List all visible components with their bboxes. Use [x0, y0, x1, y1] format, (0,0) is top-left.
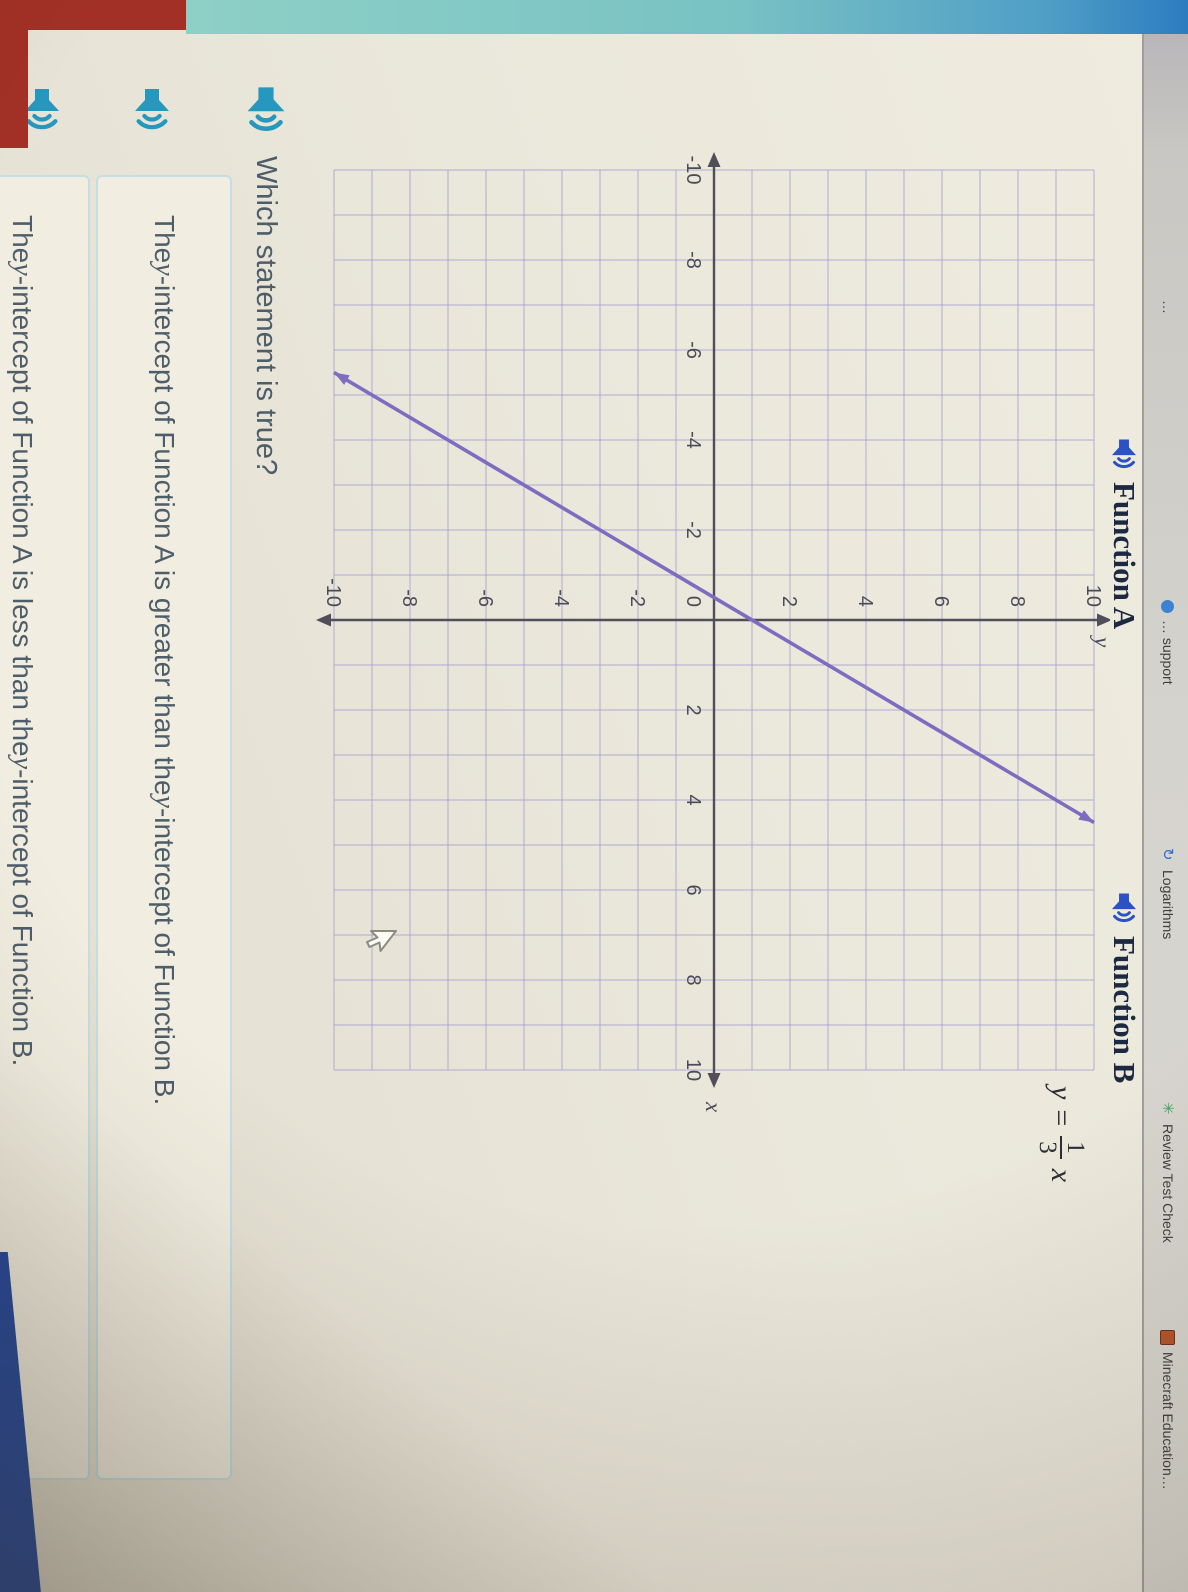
- x-tick-label: 6: [682, 884, 704, 895]
- x-axis-arrow-right: [707, 1073, 721, 1088]
- origin-label: 0: [682, 596, 704, 607]
- equation-lhs: y: [1044, 1086, 1078, 1100]
- x-tick-label: -8: [682, 251, 704, 269]
- bookmark-favicon-sparkle: ✳: [1159, 1102, 1177, 1115]
- y-axis-arrow-bottom: [316, 613, 331, 627]
- equation-equals: =: [1044, 1109, 1078, 1127]
- speaker-icon-function-b[interactable]: [1107, 890, 1141, 924]
- bookmark-label: … support: [1160, 620, 1176, 685]
- fraction-numerator: 1: [1059, 1136, 1089, 1159]
- y-tick-label: 6: [930, 596, 952, 607]
- bookmark-favicon-square: [1160, 1330, 1176, 1345]
- function-a-line: [333, 370, 1095, 825]
- y-tick-label: -10: [322, 578, 344, 607]
- y-tick-label: 8: [1006, 596, 1028, 607]
- function-b-equation: y = 1 3 x: [1034, 1086, 1089, 1182]
- equation-fraction: 1 3: [1034, 1136, 1089, 1159]
- bookmark-item[interactable]: ✳ Review Test Check: [1159, 1102, 1177, 1243]
- x-tick-label: -6: [682, 341, 704, 359]
- function-a-graph: -10 -8 -6 -4 -2 2 4 6 8 10 -10 -8 -6 -4 -2 2 4 6 8 10 0 x y: [290, 120, 1115, 1120]
- left-edge-stripe: [186, 0, 1188, 34]
- option-text-part: y: [149, 263, 180, 276]
- equation-rhs: x: [1044, 1168, 1078, 1183]
- option-text-part: -intercept of Function A is less than th…: [7, 275, 38, 757]
- bookmark-favicon-refresh: ↻: [1159, 848, 1177, 861]
- bookmark-label: …: [1160, 300, 1176, 314]
- y-tick-label: -4: [550, 589, 572, 607]
- line-arrow-upper: [1078, 810, 1094, 823]
- bookmark-item[interactable]: … support: [1160, 600, 1176, 685]
- bookmark-label: Logarithms: [1160, 870, 1176, 940]
- bookmark-item[interactable]: ↻ Logarithms: [1159, 848, 1177, 940]
- option-text-part: -intercept of Function A is greater than…: [149, 275, 180, 796]
- function-b-title: Function B: [1107, 936, 1142, 1084]
- coordinate-plane: -10 -8 -6 -4 -2 2 4 6 8 10 -10 -8 -6 -4 -2 2 4 6 8 10 0 x y: [316, 152, 1115, 1113]
- bookmark-item[interactable]: …: [1160, 300, 1176, 314]
- fraction-denominator: 3: [1033, 1141, 1061, 1154]
- bookmark-label: Review Test Check: [1160, 1124, 1176, 1243]
- speaker-icon-function-a[interactable]: [1107, 436, 1141, 470]
- line-arrow-lower: [334, 372, 350, 385]
- option-text-part: The: [149, 215, 180, 264]
- speaker-icon-option-1[interactable]: [128, 84, 176, 132]
- y-tick-label: -6: [474, 589, 496, 607]
- x-tick-label: 4: [682, 794, 704, 805]
- option-text-part: y: [149, 795, 180, 808]
- y-tick-label: -8: [398, 589, 420, 607]
- answer-option-2[interactable]: The y -intercept of Function A is less th…: [0, 175, 90, 1480]
- option-text-part: y: [7, 263, 38, 276]
- option-text-part: The: [7, 215, 38, 264]
- y-tick-label: -2: [626, 589, 648, 607]
- y-axis-letter: y: [1090, 635, 1110, 648]
- x-tick-label: 10: [682, 1059, 704, 1081]
- option-text-part: -intercept of Function B.: [7, 769, 38, 1067]
- option-text-part: y: [7, 756, 38, 770]
- mouse-cursor: [366, 930, 397, 952]
- option-text-part: -intercept of Function B.: [149, 807, 180, 1106]
- x-tick-label: -4: [682, 431, 704, 449]
- question-text: Which statement is true?: [250, 156, 283, 476]
- speaker-icon-question[interactable]: [240, 82, 292, 134]
- x-tick-label: 2: [682, 704, 704, 715]
- y-axis-arrow-top: [1097, 613, 1112, 627]
- x-axis-letter: x: [701, 1101, 726, 1113]
- bookmark-item[interactable]: Minecraft Education…: [1160, 1330, 1176, 1490]
- x-tick-label: 8: [682, 974, 704, 985]
- x-tick-label: -10: [682, 156, 704, 185]
- bookmark-favicon-dot-blue: [1161, 600, 1175, 613]
- x-axis-arrow-left: [707, 152, 721, 167]
- answer-option-1[interactable]: The y -intercept of Function A is greater…: [96, 175, 232, 1480]
- bookmarks-bar: … … support ↻ Logarithms ✳ Review Test Check M…: [1142, 0, 1188, 1592]
- x-tick-label: -2: [682, 521, 704, 539]
- function-a-title: Function A: [1107, 482, 1142, 630]
- bookmark-label: Minecraft Education…: [1160, 1352, 1176, 1490]
- y-tick-label: 4: [854, 596, 876, 607]
- y-tick-label: 10: [1082, 585, 1104, 607]
- y-tick-label: 2: [778, 596, 800, 607]
- red-corner-left: [0, 0, 186, 30]
